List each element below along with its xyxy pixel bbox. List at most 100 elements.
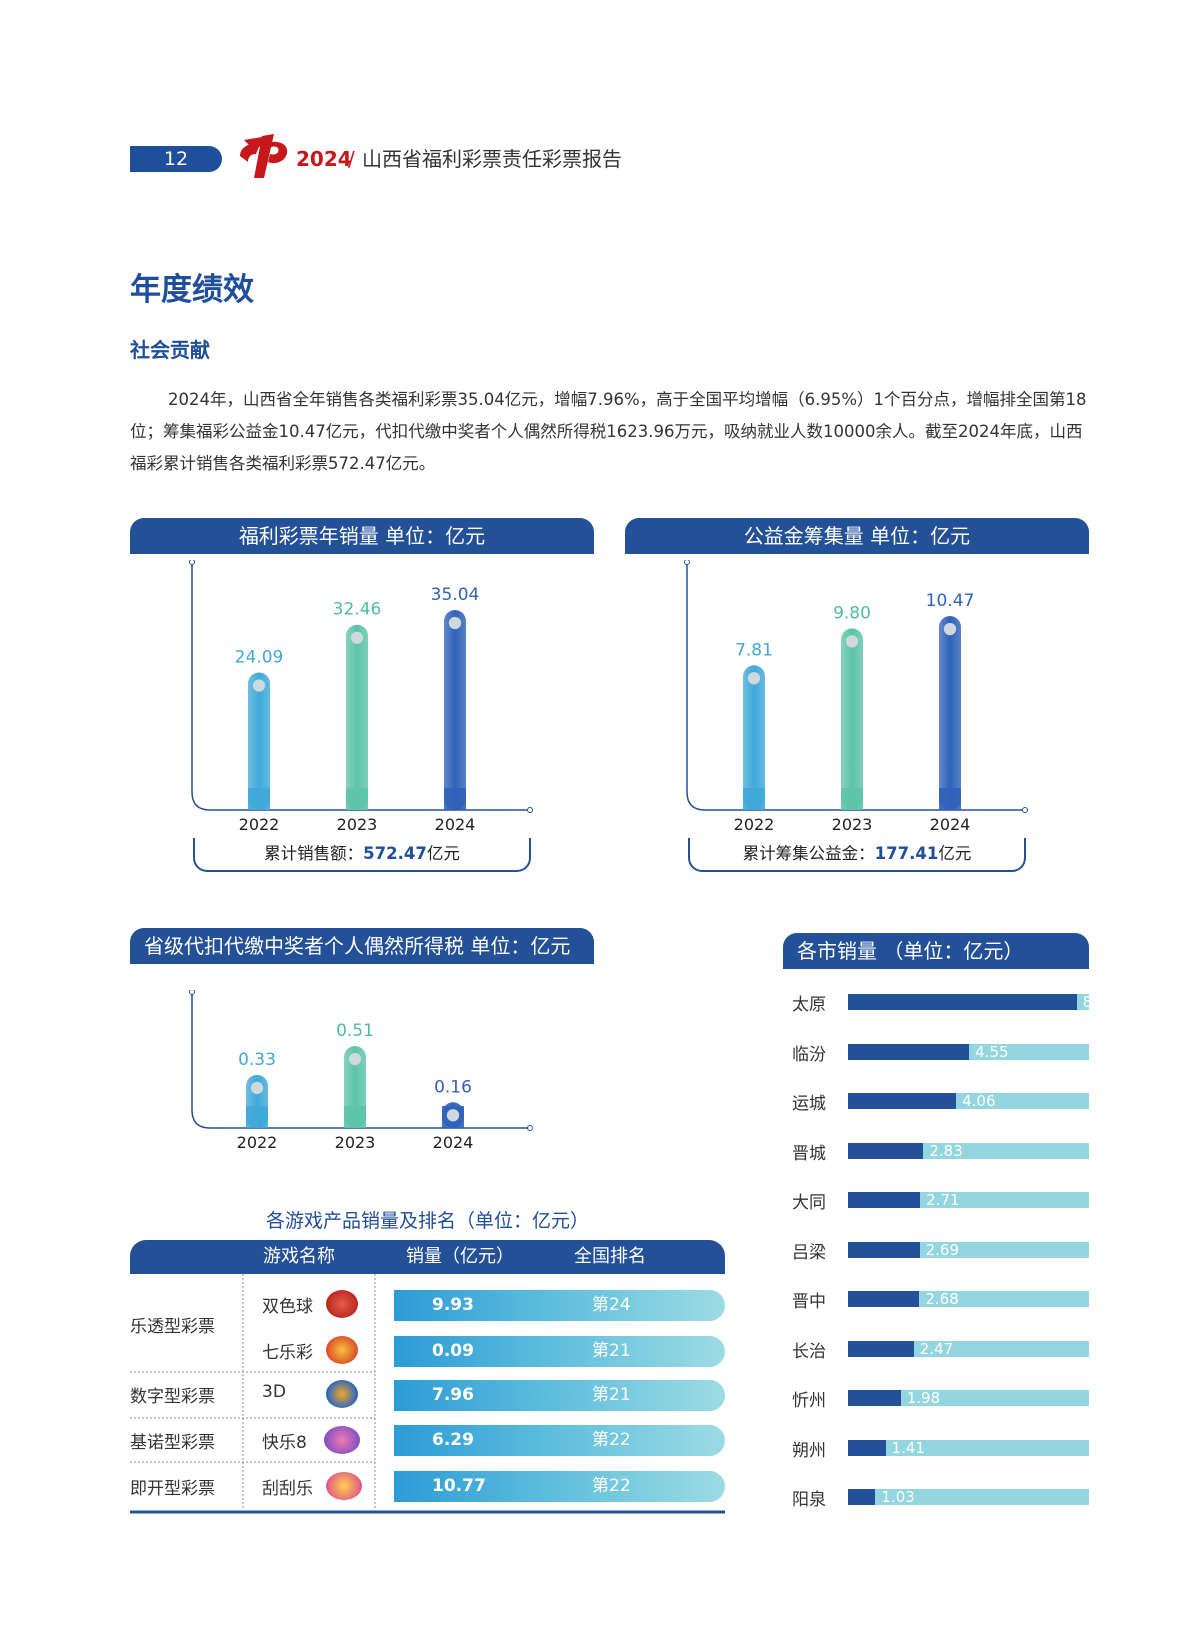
bar-2023	[841, 628, 863, 810]
bar-top-dot	[350, 631, 364, 644]
game-bar-guaguale: 10.77 第22	[394, 1471, 725, 1502]
axis-end-dot	[684, 560, 690, 565]
bar-top-dot	[943, 622, 957, 636]
game-bar-qilecai: 0.09 第21	[394, 1336, 725, 1367]
city-label: 太原	[792, 995, 826, 1015]
city-value-label: 4.06	[962, 1092, 996, 1110]
game-sales-value: 7.96	[432, 1385, 474, 1405]
bar-base-2022	[248, 788, 270, 810]
game-name-guaguale: 刮刮乐	[262, 1479, 313, 1499]
bar-value-label: 0.51	[336, 1021, 374, 1041]
bar-top-dot	[747, 672, 761, 685]
bar-2022	[248, 672, 270, 810]
city-value-label: 1.98	[906, 1389, 941, 1407]
bar-value-label: 7.81	[735, 640, 773, 660]
section-title: 年度绩效	[130, 272, 254, 308]
city-bar-track: 2.47	[848, 1339, 1089, 1358]
game-rank-value: 第21	[592, 1385, 631, 1405]
header-year: 2024	[296, 147, 352, 171]
x-tick-label: 2024	[433, 1133, 474, 1152]
bar-base-2022	[743, 788, 765, 810]
game-sales-value: 9.93	[432, 1295, 474, 1315]
sales-bar-chart: 24.09 2022 32.46 2023 35.04 2024	[189, 560, 533, 834]
chart-axis	[191, 992, 530, 1129]
bar-value-label: 0.33	[238, 1050, 276, 1070]
city-value-label: 8.59	[1082, 993, 1117, 1011]
games-table-title: 各游戏产品销量及排名（单位：亿元）	[265, 1210, 589, 1232]
shuangseqiu-logo-icon	[326, 1290, 358, 1318]
city-bar-track: 4.06	[848, 1092, 1089, 1110]
game-name-qilecai: 七乐彩	[262, 1343, 313, 1363]
city-value-label: 2.47	[919, 1339, 954, 1358]
city-bar-fill	[848, 1390, 901, 1406]
x-tick-label: 2022	[734, 815, 775, 834]
qilecai-logo-icon	[326, 1336, 358, 1364]
city-label: 朔州	[792, 1440, 826, 1461]
games-table-grid	[130, 1274, 725, 1514]
category-keno: 基诺型彩票	[130, 1433, 215, 1453]
bar-value-label: 10.47	[926, 591, 975, 611]
fund-total-box: 累计筹集公益金：177.41亿元	[688, 838, 1026, 872]
city-label: 晋城	[792, 1143, 826, 1164]
city-chart-title: 各市销量 （单位：亿元）	[783, 933, 1089, 969]
city-bar-fill	[848, 1192, 921, 1208]
bar-base-2024	[939, 788, 961, 810]
city-bar-track: 1.98	[848, 1389, 1089, 1407]
game-rank-value: 第21	[592, 1341, 631, 1361]
axis-end-dot	[189, 990, 195, 995]
game-bar-shuangseqiu: 9.93 第24	[394, 1290, 725, 1321]
game-sales-value: 10.77	[432, 1476, 486, 1496]
city-label: 大同	[792, 1193, 826, 1213]
sales-total-label: 累计销售额：	[264, 844, 364, 863]
city-value-label: 2.69	[925, 1240, 960, 1259]
city-label: 晋中	[792, 1292, 826, 1312]
bar-top-dot	[250, 1081, 264, 1095]
city-value-label: 4.55	[975, 1042, 1009, 1061]
game-name-shuangseqiu: 双色球	[262, 1297, 313, 1317]
city-bar-track: 1.03	[848, 1488, 1089, 1506]
header-slash: /	[348, 147, 355, 171]
bar-top-dot	[252, 679, 266, 692]
x-tick-label: 2022	[237, 1133, 278, 1152]
city-bar-track: 8.59	[848, 993, 1116, 1011]
kuaile8-logo-icon	[324, 1426, 360, 1454]
game-name-kuaile8: 快乐8	[262, 1433, 307, 1453]
x-tick-label: 2023	[832, 815, 873, 834]
city-value-label: 1.03	[881, 1488, 915, 1506]
city-bar-track: 2.69	[848, 1240, 1089, 1259]
game-bar-kuaile8: 6.29 第22	[394, 1425, 725, 1456]
fund-total-label: 累计筹集公益金：	[742, 844, 875, 863]
games-table-header: 游戏名称 销量（亿元） 全国排名	[130, 1240, 725, 1274]
sales-total-box: 累计销售额：572.47亿元	[193, 838, 531, 872]
bar-base-2022	[246, 1106, 268, 1128]
fund-total-unit: 亿元	[938, 844, 972, 863]
city-value-label: 2.83	[929, 1141, 963, 1160]
intro-paragraph: 2024年，山西省全年销售各类福利彩票35.04亿元，增幅7.96%，高于全国平…	[130, 390, 1087, 473]
bar-base-2024	[444, 788, 466, 810]
city-bar-fill	[848, 994, 1077, 1010]
welfare-lottery-logo	[240, 134, 288, 178]
sales-total-unit: 亿元	[426, 844, 460, 863]
city-bar-track: 2.71	[848, 1191, 1089, 1209]
subsection-title: 社会贡献	[130, 338, 210, 362]
game-bar-3d: 7.96 第21	[394, 1380, 725, 1411]
category-instant: 即开型彩票	[130, 1479, 215, 1499]
bar-top-dot	[446, 1109, 460, 1122]
axis-end-dot	[527, 1125, 533, 1131]
city-label: 长治	[792, 1341, 826, 1362]
city-value-label: 1.41	[891, 1438, 925, 1457]
bar-top-dot	[448, 616, 462, 630]
city-label: 阳泉	[792, 1490, 826, 1510]
guaguale-logo-icon	[326, 1472, 362, 1500]
category-lotto: 乐透型彩票	[130, 1317, 215, 1337]
bar-value-label: 0.16	[434, 1077, 472, 1097]
game-name-3d: 3D	[262, 1382, 286, 1402]
city-value-label: 2.68	[925, 1290, 959, 1308]
x-tick-label: 2022	[239, 815, 280, 834]
city-bar-fill	[848, 1142, 924, 1159]
city-label: 忻州	[792, 1391, 826, 1411]
bar-value-label: 35.04	[431, 585, 480, 605]
fund-chart-title: 公益金筹集量 单位：亿元	[625, 518, 1089, 554]
game-sales-value: 6.29	[432, 1430, 474, 1450]
city-bar-track: 4.55	[848, 1042, 1089, 1061]
